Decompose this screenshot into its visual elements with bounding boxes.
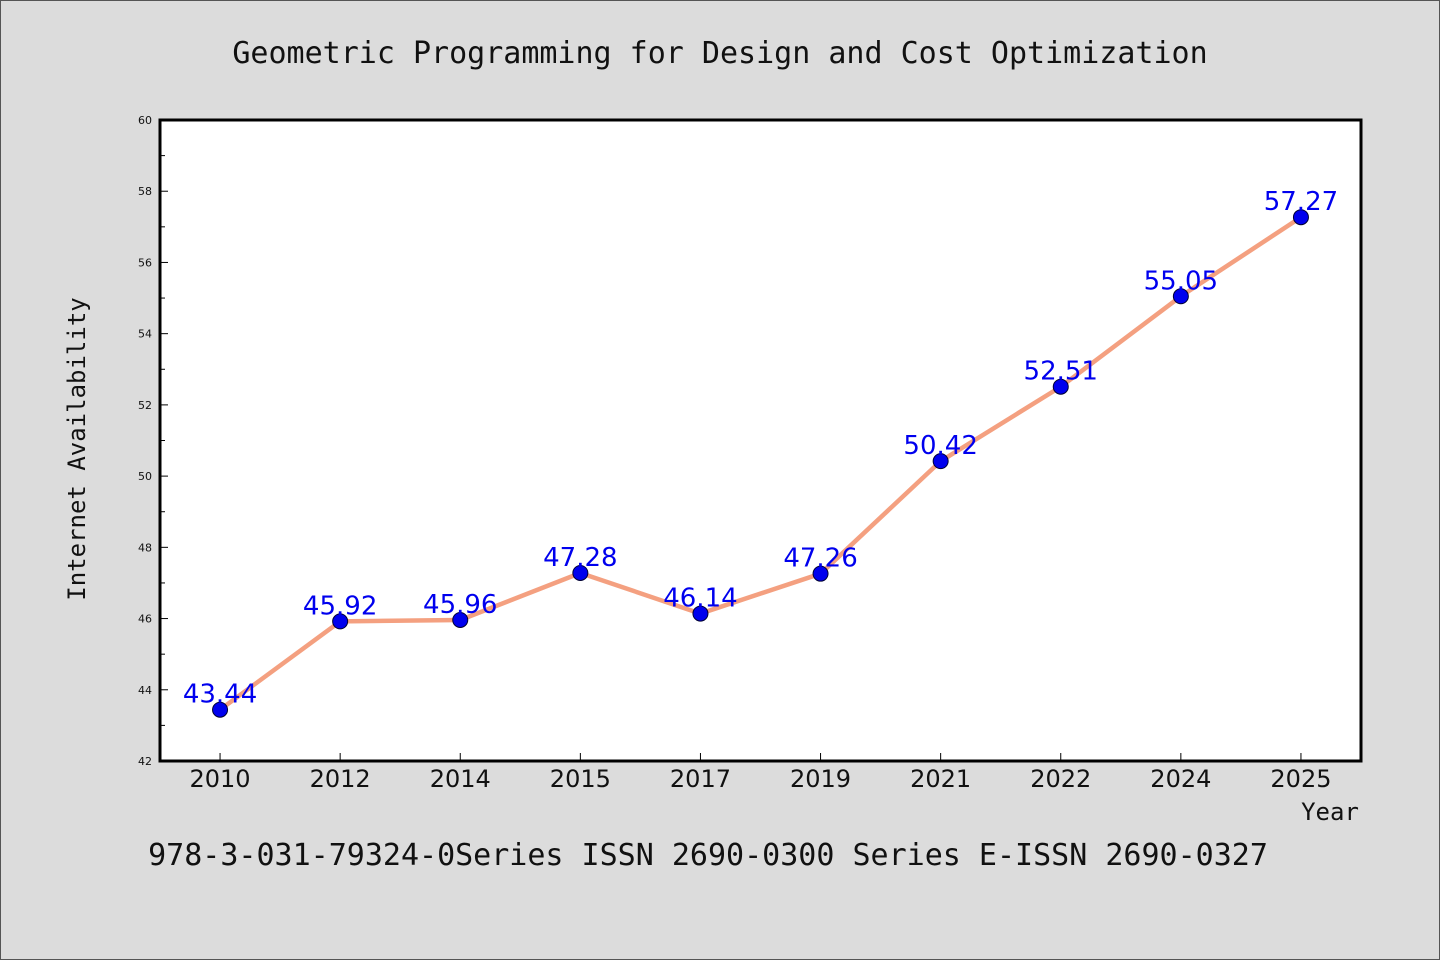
x-tick-label: 2025 <box>1270 765 1331 793</box>
x-tick-label: 2021 <box>910 765 971 793</box>
y-tick-label: 42 <box>138 755 152 768</box>
data-point <box>1172 288 1189 305</box>
y-tick-label: 50 <box>138 470 152 483</box>
y-axis-label: Internet Availability <box>63 297 91 600</box>
data-label: 47.28 <box>543 543 617 573</box>
chart-title: Geometric Programming for Design and Cos… <box>232 36 1207 71</box>
y-tick-label: 58 <box>138 185 152 198</box>
data-point <box>212 701 229 718</box>
footer-isbn: 978-3-031-79324-0Series ISSN 2690-0300 S… <box>148 838 1268 873</box>
x-tick-label: 2024 <box>1150 765 1211 793</box>
x-tick-label: 2017 <box>670 765 731 793</box>
plot-area <box>158 118 1363 763</box>
series-line-group <box>212 209 1309 718</box>
data-point <box>812 565 829 582</box>
data-labels: 43.44 45.92 45.96 47.28 46.14 47.26 50.42 52.51… <box>183 187 1338 710</box>
x-tick-label: 2022 <box>1030 765 1091 793</box>
data-label: 55.05 <box>1144 266 1218 296</box>
data-label: 57.27 <box>1264 187 1338 217</box>
data-label: 46.14 <box>663 584 737 614</box>
data-point <box>1052 378 1069 395</box>
y-tick-label: 56 <box>138 256 152 269</box>
y-tick-label: 44 <box>138 684 152 697</box>
x-tick-label: 2019 <box>790 765 851 793</box>
series-line <box>217 214 1304 712</box>
y-tick-label: 48 <box>138 541 152 554</box>
x-tick-label: 2015 <box>550 765 611 793</box>
data-label: 47.26 <box>783 544 857 574</box>
data-point <box>932 453 949 470</box>
y-tick-label: 54 <box>138 328 152 341</box>
x-tick-label: 2010 <box>190 765 251 793</box>
data-point <box>572 564 589 581</box>
data-label: 45.96 <box>423 590 497 620</box>
y-tick-label: 46 <box>138 613 152 626</box>
data-label: 50.42 <box>903 431 977 461</box>
data-point <box>332 613 349 630</box>
x-axis: 2010 2012 2014 2015 2017 2019 2021 2022 2024 2025 <box>190 753 1331 793</box>
data-label: 45.92 <box>303 591 377 621</box>
data-point <box>1292 209 1309 226</box>
data-point <box>452 611 469 628</box>
y-axis: 42 44 46 48 50 52 54 56 58 60 <box>138 114 168 768</box>
x-tick-label: 2012 <box>310 765 371 793</box>
x-tick-label: 2014 <box>430 765 491 793</box>
x-axis-label: Year <box>1301 798 1359 826</box>
y-tick-label: 52 <box>138 399 152 412</box>
data-label: 43.44 <box>183 680 257 710</box>
y-tick-label: 60 <box>138 114 152 127</box>
data-label: 52.51 <box>1024 357 1098 387</box>
data-point <box>692 605 709 622</box>
